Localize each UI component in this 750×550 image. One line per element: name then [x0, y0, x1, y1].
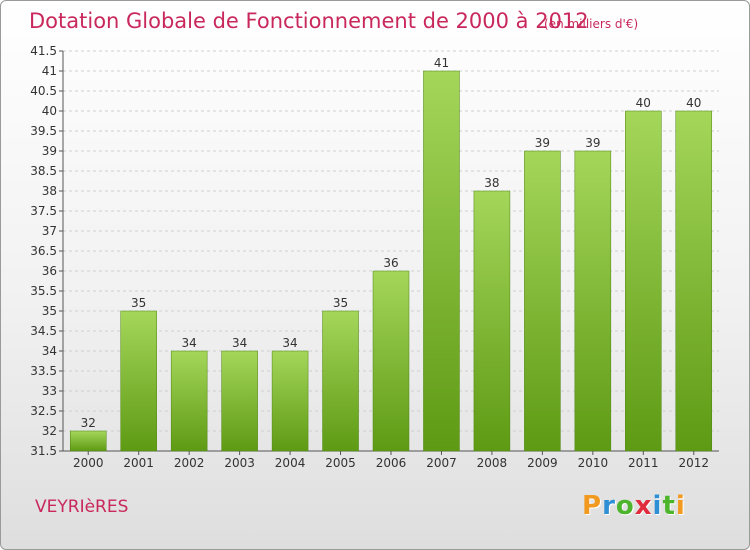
bar-value-label: 34 [282, 336, 297, 350]
bar-value-label: 39 [535, 136, 550, 150]
bar-2011 [625, 110, 662, 452]
bar-value-label: 40 [636, 96, 651, 110]
bar-value-label: 34 [182, 336, 197, 350]
y-tick-label: 31.5 [30, 444, 57, 458]
x-tick-label: 2007 [426, 456, 457, 470]
bar-2008 [473, 190, 511, 452]
x-tick-label: 2011 [628, 456, 659, 470]
x-tick-label: 2001 [123, 456, 154, 470]
bar-2000 [69, 430, 107, 452]
y-tick-label: 40.5 [30, 84, 57, 98]
y-tick-label: 39 [42, 144, 57, 158]
bar-2012 [675, 110, 713, 452]
bar-value-label: 35 [131, 296, 146, 310]
x-tick-label: 2004 [275, 456, 306, 470]
x-tick-label: 2002 [174, 456, 205, 470]
y-tick-label: 40 [42, 104, 57, 118]
bar-2005 [322, 310, 359, 452]
bar-value-label: 36 [383, 256, 398, 270]
y-tick-label: 37.5 [30, 204, 57, 218]
bar-2001 [120, 310, 157, 452]
y-tick-label: 38.5 [30, 164, 57, 178]
bar-2009 [524, 150, 561, 452]
y-tick-label: 35 [42, 304, 57, 318]
bar-2002 [170, 350, 208, 452]
commune-name: VEYRIèRES [35, 497, 129, 517]
y-tick-label: 41 [42, 64, 57, 78]
x-tick-label: 2005 [325, 456, 356, 470]
bar-2010 [574, 150, 612, 452]
x-tick-label: 2009 [527, 456, 558, 470]
bar-value-label: 40 [686, 96, 701, 110]
bar-value-label: 38 [484, 176, 499, 190]
y-tick-label: 34.5 [30, 324, 57, 338]
bar-value-label: 41 [434, 56, 449, 70]
y-tick-label: 32 [42, 424, 57, 438]
y-tick-label: 41.5 [30, 44, 57, 58]
bar-value-label: 39 [585, 136, 600, 150]
y-tick-label: 37 [42, 224, 57, 238]
bar-2007 [423, 70, 460, 452]
bar-2003 [221, 350, 258, 452]
bar-value-label: 34 [232, 336, 247, 350]
y-tick-label: 36.5 [30, 244, 57, 258]
y-tick-label: 33 [42, 384, 57, 398]
x-tick-label: 2000 [73, 456, 104, 470]
y-tick-label: 34 [42, 344, 57, 358]
x-tick-label: 2003 [224, 456, 255, 470]
y-tick-label: 36 [42, 264, 57, 278]
y-tick-label: 32.5 [30, 404, 57, 418]
x-tick-label: 2006 [376, 456, 407, 470]
bar-2006 [372, 270, 410, 452]
y-tick-label: 38 [42, 184, 57, 198]
x-tick-label: 2010 [578, 456, 609, 470]
bar-2004 [271, 350, 309, 452]
y-tick-label: 35.5 [30, 284, 57, 298]
bar-value-label: 35 [333, 296, 348, 310]
chart-unit: (en milliers d'€) [544, 17, 639, 31]
y-tick-label: 39.5 [30, 124, 57, 138]
x-tick-label: 2012 [678, 456, 709, 470]
chart-title: Dotation Globale de Fonctionnement de 20… [29, 9, 589, 33]
x-tick-label: 2008 [477, 456, 508, 470]
proxiti-logo[interactable]: Proxiti [582, 491, 686, 521]
y-tick-label: 33.5 [30, 364, 57, 378]
bar-value-label: 32 [81, 416, 96, 430]
